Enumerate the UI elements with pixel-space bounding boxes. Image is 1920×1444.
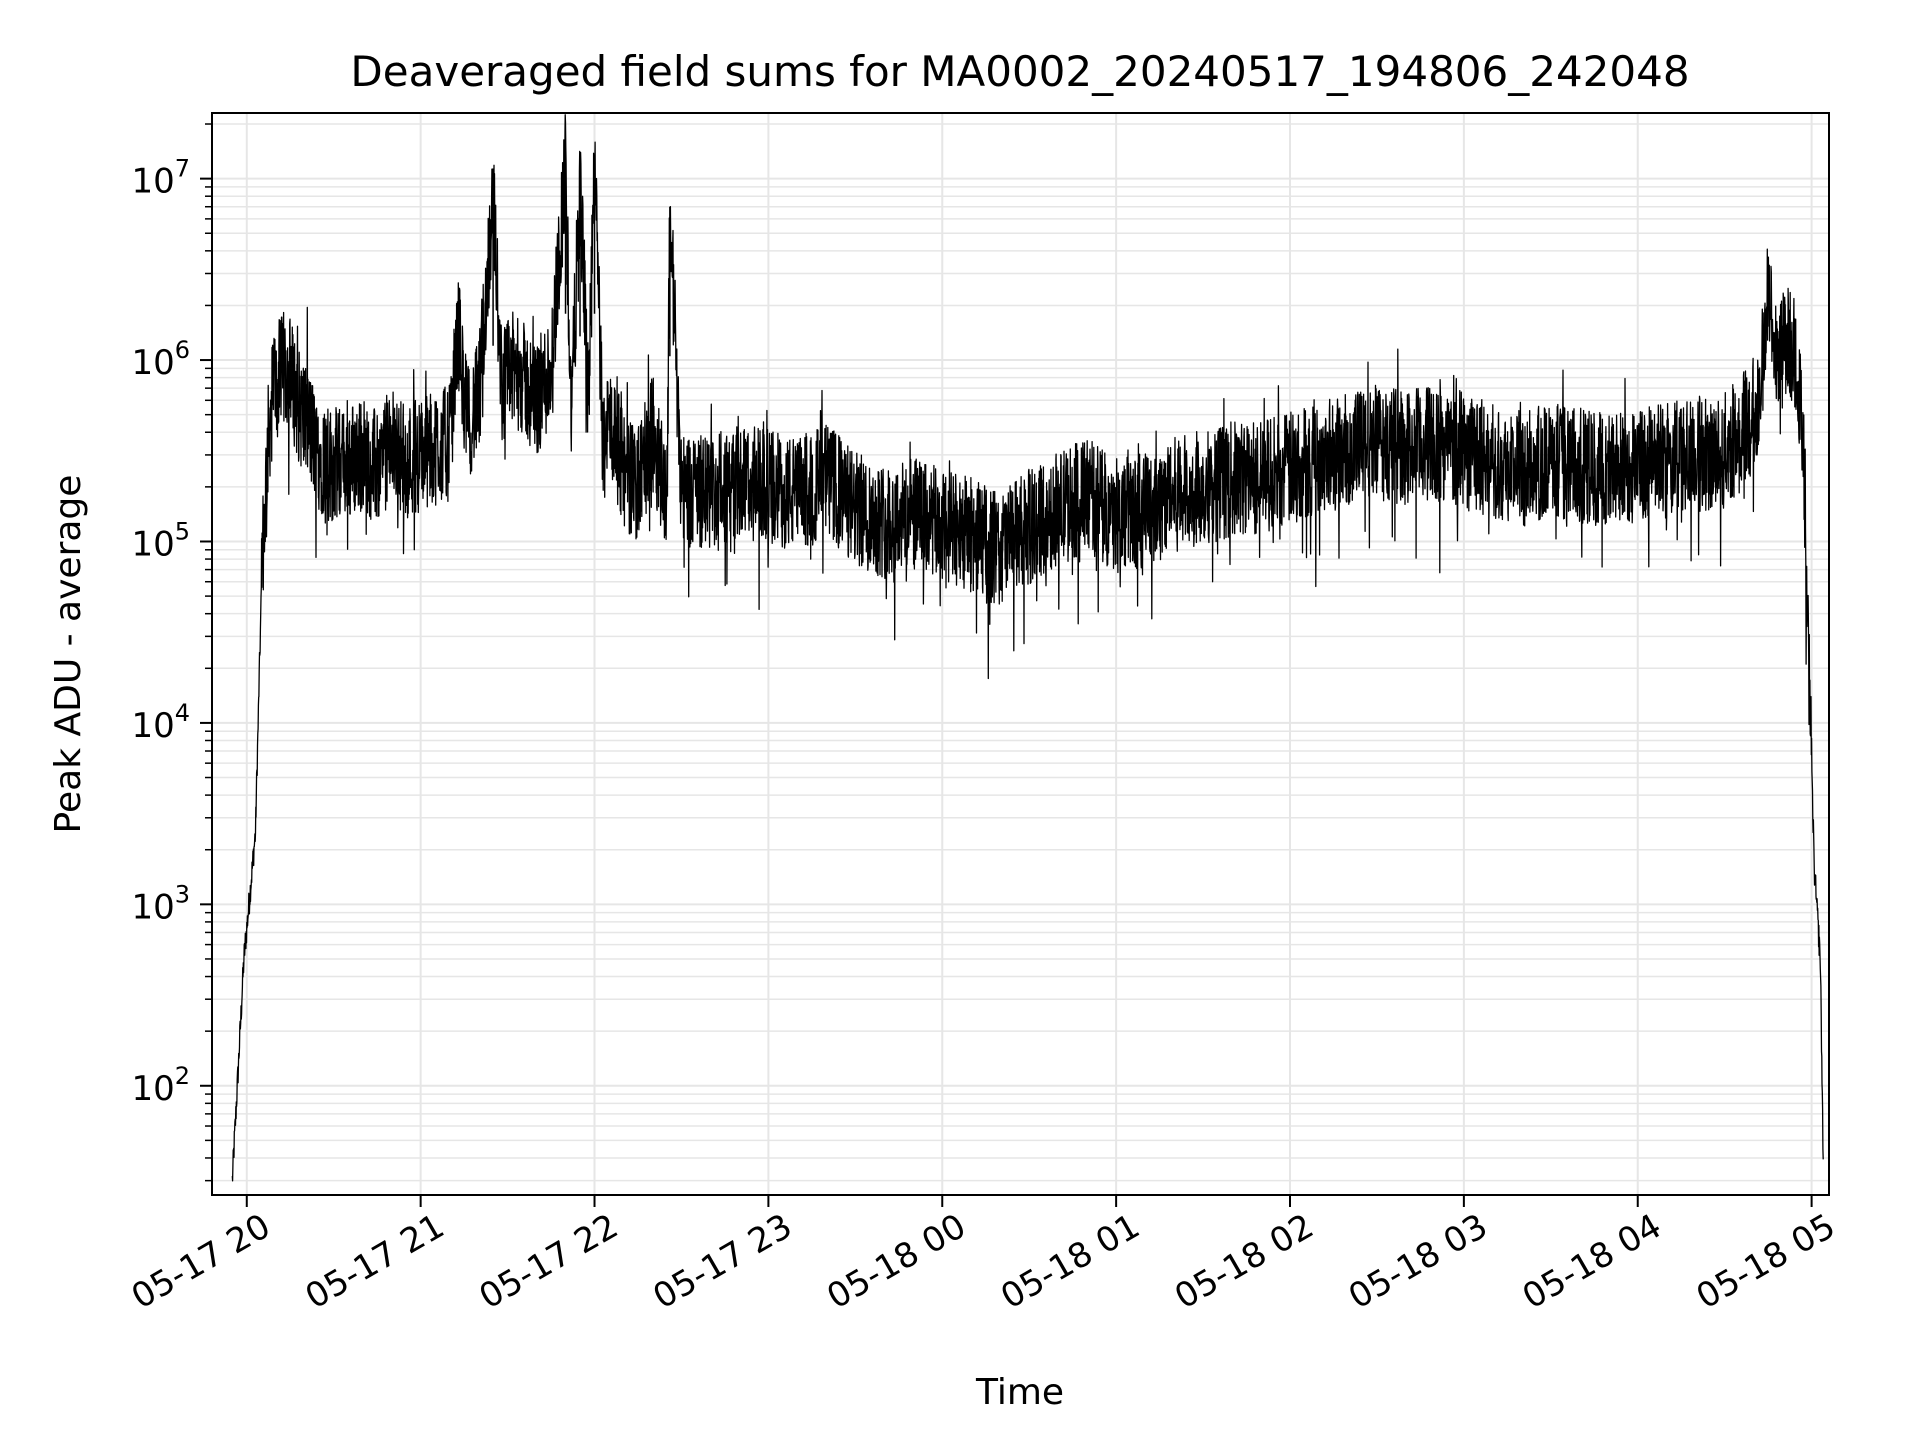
chart-title: Deaveraged field sums for MA0002_2024051… bbox=[350, 47, 1689, 96]
plot-frame bbox=[211, 112, 1830, 1196]
y-axis: 102 103 104 105 106 107 bbox=[131, 123, 212, 1182]
y-tick-label: 107 bbox=[131, 155, 190, 202]
y-tick-label: 104 bbox=[131, 699, 190, 746]
y-axis-label: Peak ADU - average bbox=[48, 475, 89, 834]
y-tick-label: 106 bbox=[131, 336, 190, 383]
y-tick-label: 103 bbox=[131, 880, 190, 927]
y-tick-label: 105 bbox=[131, 517, 190, 564]
series-layer bbox=[231, 114, 1824, 1182]
series-line bbox=[231, 114, 1824, 1182]
x-axis-label: Time bbox=[975, 1372, 1064, 1413]
y-tick-label: 102 bbox=[131, 1062, 190, 1109]
